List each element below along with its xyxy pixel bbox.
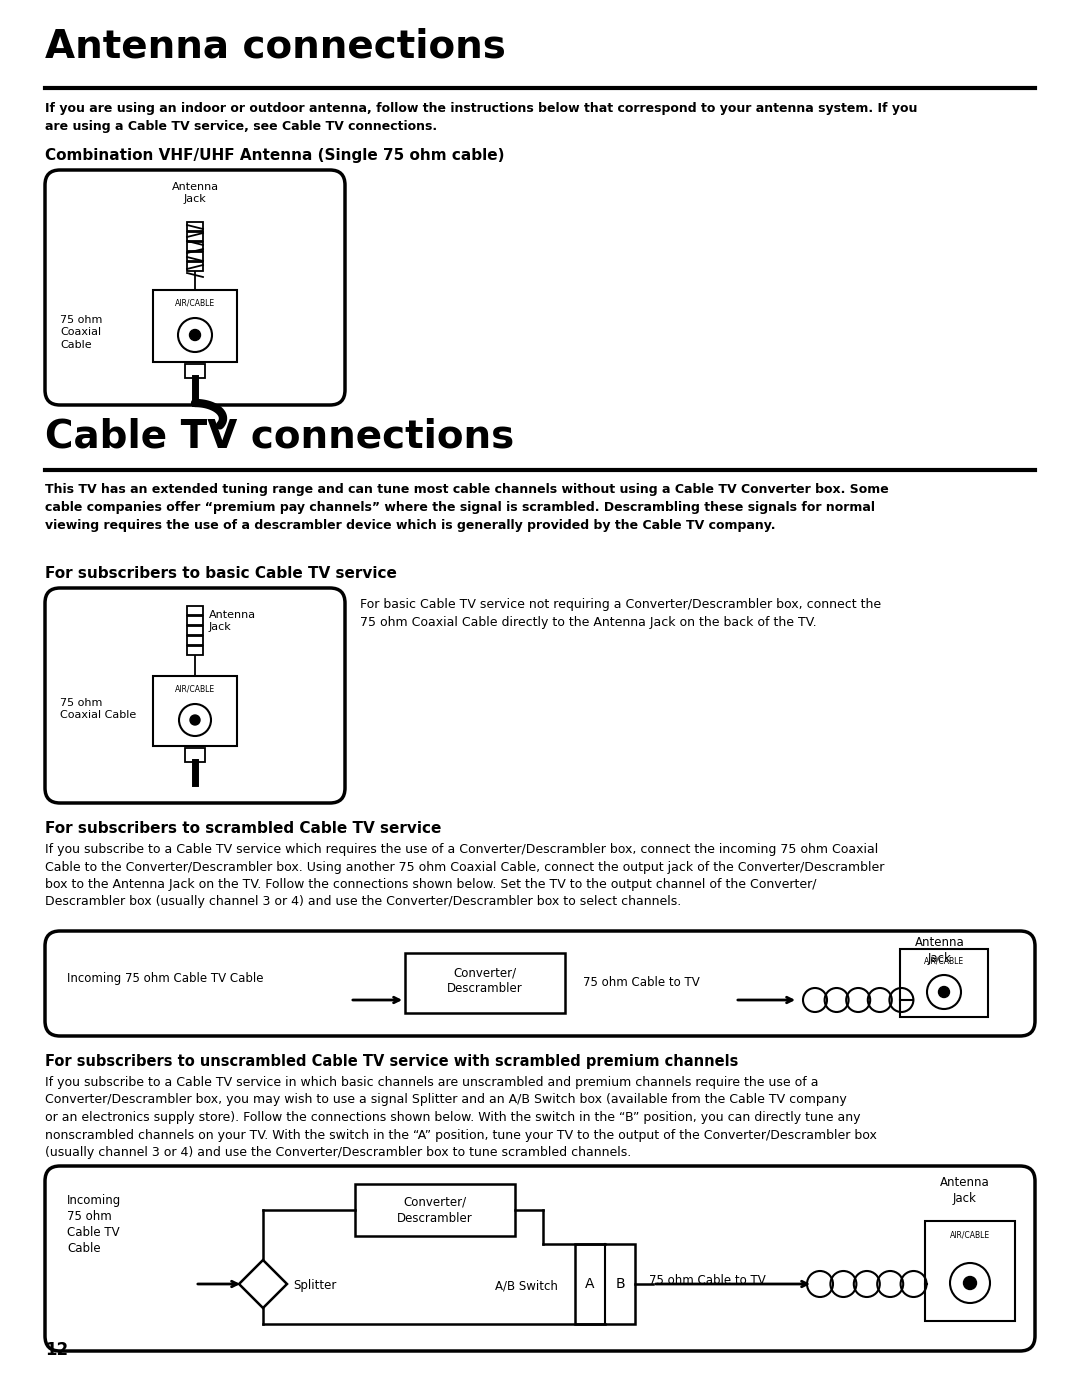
Bar [187, 636, 203, 645]
Bar [187, 606, 203, 615]
Text: A: A [585, 1277, 595, 1291]
Bar [187, 232, 203, 242]
Text: Converter/
Descrambler: Converter/ Descrambler [447, 967, 523, 996]
Text: 75 ohm Cable to TV: 75 ohm Cable to TV [649, 1274, 766, 1287]
Text: 75 ohm
Coaxial Cable: 75 ohm Coaxial Cable [60, 698, 136, 721]
Text: If you subscribe to a Cable TV service in which basic channels are unscrambled a: If you subscribe to a Cable TV service i… [45, 1076, 877, 1160]
Text: 75 ohm Cable to TV: 75 ohm Cable to TV [583, 977, 700, 989]
Text: Antenna
Jack: Antenna Jack [210, 610, 256, 633]
Text: AIR/CABLE: AIR/CABLE [923, 957, 964, 965]
Circle shape [189, 330, 201, 341]
Text: Antenna
Jack: Antenna Jack [172, 182, 218, 204]
Text: If you are using an indoor or outdoor antenna, follow the instructions below tha: If you are using an indoor or outdoor an… [45, 102, 917, 133]
Bar [187, 626, 203, 636]
Bar [187, 251, 203, 261]
Text: 75 ohm
Coaxial
Cable: 75 ohm Coaxial Cable [60, 314, 103, 349]
Polygon shape [239, 1260, 287, 1308]
Text: A/B Switch: A/B Switch [495, 1280, 558, 1292]
Bar [187, 645, 203, 655]
Text: AIR/CABLE: AIR/CABLE [950, 1231, 990, 1241]
Bar [185, 747, 205, 761]
Bar [187, 263, 203, 271]
FancyBboxPatch shape [45, 170, 345, 405]
Text: AIR/CABLE: AIR/CABLE [175, 685, 215, 693]
Text: If you subscribe to a Cable TV service which requires the use of a Converter/Des: If you subscribe to a Cable TV service w… [45, 842, 885, 908]
Bar [355, 1185, 515, 1236]
Bar [924, 1221, 1015, 1322]
FancyBboxPatch shape [45, 1166, 1035, 1351]
Circle shape [190, 715, 200, 725]
Text: Incoming 75 ohm Cable TV Cable: Incoming 75 ohm Cable TV Cable [67, 972, 264, 985]
Text: 12: 12 [45, 1341, 68, 1359]
Bar [187, 222, 203, 231]
Text: For subscribers to unscrambled Cable TV service with scrambled premium channels: For subscribers to unscrambled Cable TV … [45, 1053, 739, 1069]
Bar [405, 953, 565, 1013]
FancyBboxPatch shape [45, 588, 345, 803]
Bar [153, 676, 237, 746]
Bar [187, 616, 203, 624]
Text: Combination VHF/UHF Antenna (Single 75 ohm cable): Combination VHF/UHF Antenna (Single 75 o… [45, 148, 504, 163]
Bar [153, 291, 237, 362]
Text: This TV has an extended tuning range and can tune most cable channels without us: This TV has an extended tuning range and… [45, 483, 889, 532]
Circle shape [963, 1277, 976, 1289]
Text: Converter/
Descrambler: Converter/ Descrambler [397, 1196, 473, 1225]
Text: B: B [616, 1277, 625, 1291]
Text: Incoming
75 ohm
Cable TV
Cable: Incoming 75 ohm Cable TV Cable [67, 1194, 121, 1255]
Text: Antenna
Jack: Antenna Jack [915, 936, 964, 965]
Bar [185, 365, 205, 379]
Circle shape [939, 986, 949, 997]
Bar [575, 1243, 635, 1324]
Bar [187, 242, 203, 251]
Text: Cable TV connections: Cable TV connections [45, 418, 514, 455]
Text: Splitter: Splitter [293, 1280, 336, 1292]
Text: For basic Cable TV service not requiring a Converter/Descrambler box, connect th: For basic Cable TV service not requiring… [360, 598, 881, 629]
Text: For subscribers to scrambled Cable TV service: For subscribers to scrambled Cable TV se… [45, 821, 442, 835]
Text: AIR/CABLE: AIR/CABLE [175, 298, 215, 307]
Text: For subscribers to basic Cable TV service: For subscribers to basic Cable TV servic… [45, 566, 396, 581]
Text: Antenna
Jack: Antenna Jack [940, 1176, 990, 1206]
Bar [900, 949, 988, 1017]
FancyBboxPatch shape [45, 930, 1035, 1037]
Text: Antenna connections: Antenna connections [45, 28, 505, 66]
